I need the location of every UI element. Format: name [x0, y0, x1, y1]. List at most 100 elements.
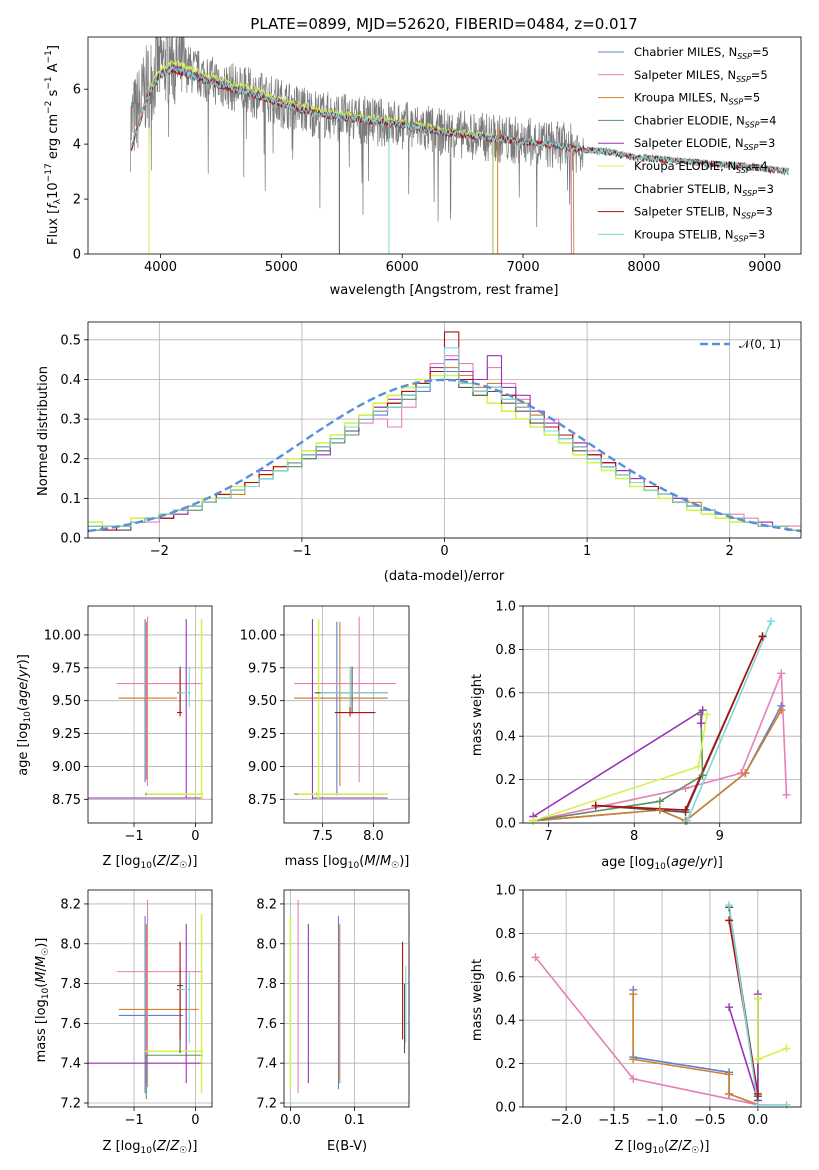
wZ-xtick-label: −0.5	[694, 1113, 726, 1128]
weight-marker	[725, 1070, 734, 1079]
wZ-xtick-label: −2.0	[550, 1113, 582, 1128]
wAge-xtick-label: 9	[716, 829, 724, 844]
weight-marker	[681, 784, 690, 793]
legend-subscript: SSP	[745, 120, 760, 129]
model-spectrum-kroupa-stelib	[129, 65, 790, 175]
mass-vs-metallicity-panel: −1 0 7.2 7.4 7.6 7.8 8.0 8.2	[60, 889, 213, 1128]
legend-label: Chabrier ELODIE, NSSP=4	[634, 113, 776, 129]
mass-weight-vs-age-panel: 7 8 9 0.0 0.2 0.4 0.6 0.8 1.0	[495, 600, 802, 844]
legend-value: =5	[752, 45, 769, 59]
resid-ytick-label: 0.4	[60, 373, 81, 388]
wAge-xlabel: age [log10(age/yr)]	[601, 855, 723, 872]
weight-marker	[725, 916, 734, 925]
weight-marker	[777, 706, 786, 715]
spectrum-xtick-label: 7000	[507, 260, 540, 275]
weight-marker	[725, 901, 734, 910]
weight-marker	[758, 632, 767, 641]
weight-marker	[529, 816, 538, 825]
ageZ-ytick-label: 8.75	[52, 793, 81, 808]
ageZ-ylabel: age [log10(age/yr)]	[16, 654, 33, 776]
weight-marker	[725, 1089, 734, 1098]
ageZ-ytick-label: 9.00	[52, 760, 81, 775]
ageZ-ytick-label: 10.00	[44, 628, 81, 643]
weight-marker	[629, 1055, 638, 1064]
figure-title: PLATE=0899, MJD=52620, FIBERID=0484, z=0…	[250, 15, 637, 33]
weight-line-chabrier-miles	[533, 705, 783, 822]
weight-marker	[741, 769, 750, 778]
massZ-xtick-label: −1	[124, 1113, 143, 1128]
resid-ytick-label: 0.2	[60, 452, 81, 467]
ageZ-xtick-label: 0	[191, 829, 199, 844]
clip-ageZ-plotarea	[88, 616, 203, 800]
legend-label: 𝒩(0, 1)	[739, 337, 781, 351]
wAge-ytick-label: 0.0	[495, 817, 516, 832]
legend-label: Chabrier STELIB, NSSP=3	[634, 182, 774, 198]
spectrum-xtick-label: 5000	[265, 260, 298, 275]
spectrum-panel: 4000 5000 6000 7000 8000 9000 0 2 4 6 Chabrier MIL…	[73, 36, 802, 275]
residual-panel: −2 −1 0 1 2 0.0 0.1 0.2 0.3 0.4 0.5 𝒩(0, 1)	[60, 321, 802, 559]
massZ-ylabel: mass [log10(M/M☉)]	[34, 938, 51, 1063]
ageM-xtick-label: 7.5	[312, 829, 333, 844]
wZ-ytick-label: 0.0	[495, 1101, 516, 1116]
model-spectrum-chabrier-miles	[129, 63, 572, 254]
weight-marker	[629, 1074, 638, 1083]
spectrum-xtick-label: 6000	[386, 260, 419, 275]
ageM-ytick-label: 9.00	[248, 760, 277, 775]
massE-ytick-label: 8.2	[256, 897, 277, 912]
massE-ytick-label: 7.8	[256, 977, 277, 992]
legend-value: =4	[760, 113, 777, 127]
legend-label: Kroupa MILES, NSSP=5	[634, 91, 760, 107]
resid-xtick-label: −1	[292, 544, 311, 559]
legend-label: Kroupa ELODIE, NSSP=4	[634, 159, 768, 175]
massE-ytick-label: 8.0	[256, 937, 277, 952]
legend-label: Salpeter MILES, NSSP=5	[634, 68, 768, 84]
weight-marker	[782, 1044, 791, 1053]
weight-marker	[782, 790, 791, 799]
massE-ytick-label: 7.2	[256, 1097, 277, 1112]
weight-marker	[655, 797, 664, 806]
wZ-xtick-label: −1.0	[646, 1113, 678, 1128]
legend-subscript: SSP	[736, 166, 751, 175]
weight-marker	[753, 1055, 762, 1064]
weight-line-kroupa-miles	[632, 994, 759, 1106]
clip-ageM-plotarea	[294, 616, 396, 800]
resid-ytick-label: 0.0	[60, 532, 81, 547]
legend-subscript: SSP	[742, 189, 757, 198]
legend-label: Salpeter ELODIE, NSSP=3	[634, 136, 775, 152]
legend-subscript: SSP	[734, 234, 749, 243]
weight-marker	[782, 1100, 791, 1109]
resid-frame	[87, 321, 802, 539]
weight-line-kroupa-stelib	[686, 620, 772, 822]
mass-vs-extinction-panel: 0.0 0.1 7.2 7.4 7.6 7.8 8.0 8.2	[256, 889, 410, 1128]
legend-value: =5	[751, 68, 768, 82]
weight-marker	[629, 990, 638, 999]
legend-value: =3	[756, 205, 773, 219]
ageM-ytick-label: 9.25	[248, 727, 277, 742]
wZ-xlabel: Z [log10(Z/Z☉)]	[615, 1139, 710, 1156]
weight-marker	[753, 994, 762, 1003]
spectrum-xtick-label: 9000	[748, 260, 781, 275]
legend-subscript: SSP	[737, 52, 752, 61]
weight-line-chabrier-elodie	[533, 714, 704, 822]
wZ-xtick-label: 0.0	[748, 1113, 769, 1128]
ageM-ytick-label: 9.50	[248, 694, 277, 709]
legend-subscript: SSP	[741, 212, 756, 221]
massZ-ytick-label: 8.0	[60, 937, 81, 952]
mass-weight-vs-metallicity-panel: −2.0 −1.5 −1.0 −0.5 0.0 0.0 0.2 0.4 0.6 0.8 1.0	[495, 884, 802, 1128]
resid-ytick-label: 0.1	[60, 492, 81, 507]
legend-subscript: SSP	[729, 98, 744, 107]
clip-wZ-plotarea	[534, 905, 787, 1106]
residual-xlabel: (data-model)/error	[384, 569, 505, 584]
age-vs-metallicity-panel: −1 0 8.75 9.00 9.25 9.50 9.75 10.00	[44, 605, 213, 844]
wAge-ytick-label: 0.4	[495, 730, 516, 745]
age-vs-mass-panel: 7.5 8.0 8.75 9.00 9.25 9.50 9.75 10.00	[240, 605, 410, 844]
massZ-xlabel: Z [log10(Z/Z☉)]	[103, 1139, 198, 1156]
wZ-ylabel: mass weight	[470, 959, 485, 1041]
massZ-xtick-label: 0	[191, 1113, 199, 1128]
weight-marker	[681, 805, 690, 814]
clip-massZ-plotarea	[88, 899, 203, 1100]
weight-line-salpeter-elodie	[532, 708, 704, 818]
wZ-ytick-label: 0.4	[495, 1014, 516, 1029]
model-spectrum-salpeter-miles	[129, 64, 572, 254]
ageM-ytick-label: 10.00	[240, 628, 277, 643]
